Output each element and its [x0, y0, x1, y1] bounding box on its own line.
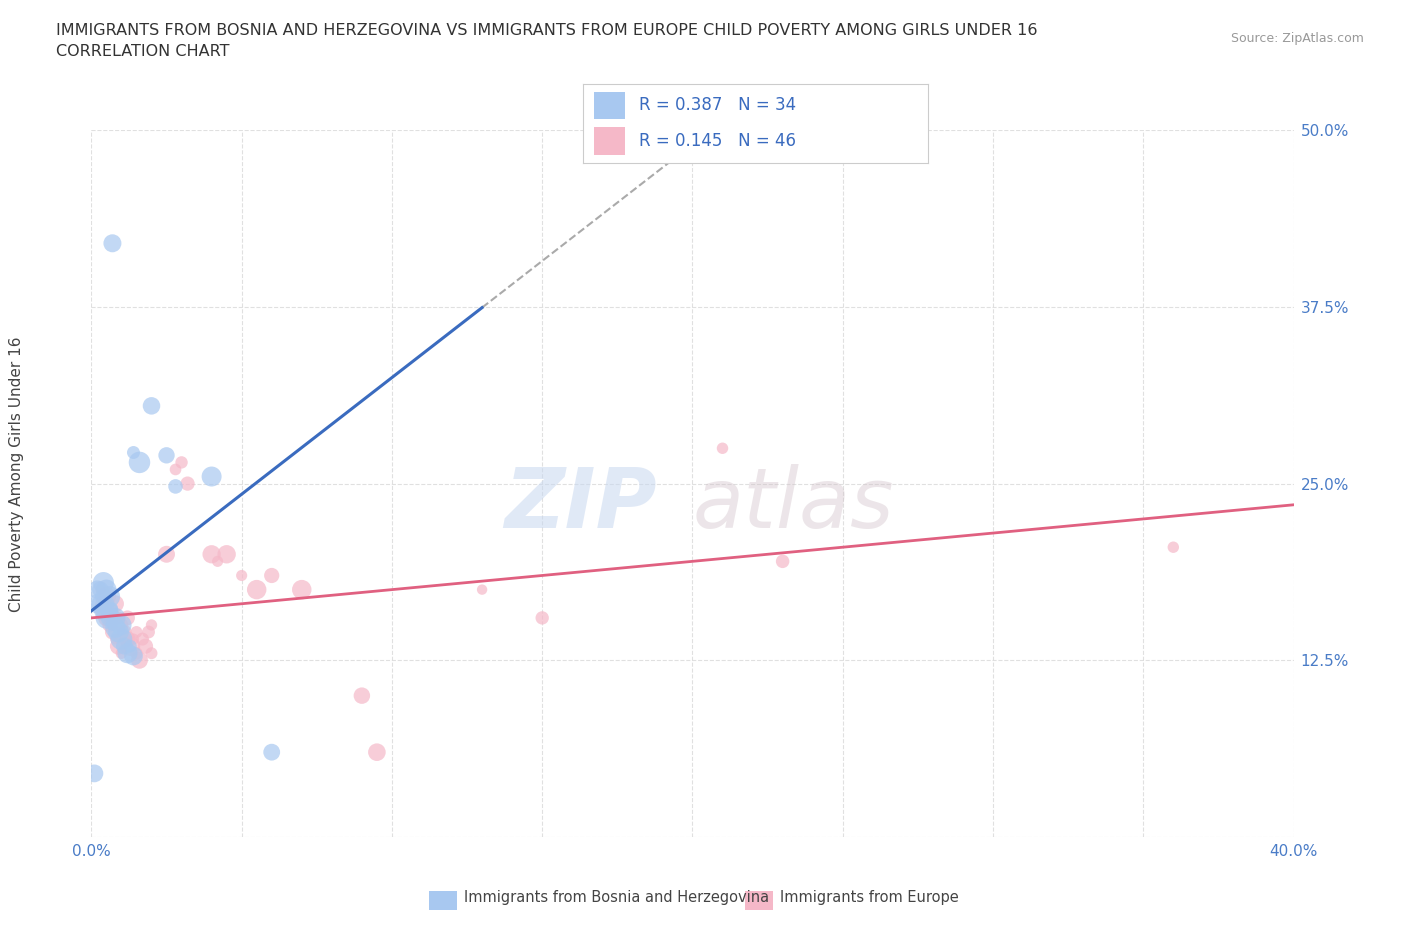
Point	[246, 582, 269, 597]
Point	[291, 582, 314, 597]
Point	[110, 618, 132, 632]
Text: R = 0.387   N = 34: R = 0.387 N = 34	[638, 97, 796, 114]
Point	[260, 568, 283, 583]
Point	[101, 601, 124, 616]
Point	[165, 479, 187, 494]
Point	[110, 645, 132, 660]
Point	[531, 610, 554, 625]
Text: ZIP: ZIP	[503, 464, 657, 545]
Point	[117, 645, 139, 660]
Text: R = 0.145   N = 46: R = 0.145 N = 46	[638, 132, 796, 150]
Text: Immigrants from Bosnia and Herzegovina: Immigrants from Bosnia and Herzegovina	[464, 890, 769, 905]
Point	[122, 445, 145, 460]
Point	[120, 639, 142, 654]
Point	[93, 575, 115, 590]
Point	[122, 648, 145, 663]
Point	[260, 745, 283, 760]
Bar	[593, 127, 624, 155]
Point	[138, 625, 160, 640]
Point	[96, 590, 118, 604]
Point	[207, 554, 229, 569]
Point	[96, 610, 118, 625]
Text: Immigrants from Europe: Immigrants from Europe	[780, 890, 959, 905]
Point	[98, 604, 121, 618]
Point	[128, 653, 150, 668]
Point	[93, 604, 115, 618]
Point	[114, 639, 136, 654]
Point	[110, 631, 132, 646]
Point	[98, 590, 121, 604]
Point	[96, 596, 118, 611]
Point	[98, 618, 121, 632]
Point	[104, 596, 127, 611]
Point	[104, 610, 127, 625]
Point	[93, 590, 115, 604]
Point	[96, 610, 118, 625]
Point	[101, 606, 124, 621]
Point	[1161, 539, 1184, 554]
Point	[96, 582, 118, 597]
Text: atlas: atlas	[692, 464, 894, 545]
Point	[772, 554, 794, 569]
Point	[350, 688, 373, 703]
Point	[128, 455, 150, 470]
Point	[366, 745, 388, 760]
Point	[110, 618, 132, 632]
Point	[165, 462, 187, 477]
Point	[89, 582, 111, 597]
Point	[114, 625, 136, 640]
Point	[104, 620, 127, 635]
Point	[98, 610, 121, 625]
Point	[89, 582, 111, 597]
Point	[141, 398, 163, 413]
Point	[141, 618, 163, 632]
Point	[98, 604, 121, 618]
Point	[122, 631, 145, 646]
Point	[125, 645, 148, 660]
Point	[107, 610, 129, 625]
Point	[101, 610, 124, 625]
Point	[215, 547, 238, 562]
Point	[141, 645, 163, 660]
Point	[231, 568, 253, 583]
Point	[131, 631, 153, 646]
Point	[107, 639, 129, 654]
Point	[155, 448, 177, 463]
Point	[101, 618, 124, 632]
Point	[89, 596, 111, 611]
Point	[101, 236, 124, 251]
Point	[170, 455, 193, 470]
Point	[104, 631, 127, 646]
Point	[155, 547, 177, 562]
Point	[711, 441, 734, 456]
Point	[117, 610, 139, 625]
Point	[107, 625, 129, 640]
Point	[176, 476, 198, 491]
Text: IMMIGRANTS FROM BOSNIA AND HERZEGOVINA VS IMMIGRANTS FROM EUROPE CHILD POVERTY A: IMMIGRANTS FROM BOSNIA AND HERZEGOVINA V…	[56, 23, 1038, 38]
Point	[201, 469, 224, 484]
Text: Child Poverty Among Girls Under 16: Child Poverty Among Girls Under 16	[10, 337, 24, 612]
Point	[101, 625, 124, 640]
Point	[93, 596, 115, 611]
Point	[134, 639, 156, 654]
Point	[471, 582, 494, 597]
Point	[86, 582, 108, 597]
Text: CORRELATION CHART: CORRELATION CHART	[56, 44, 229, 59]
Point	[117, 631, 139, 646]
Point	[86, 596, 108, 611]
Point	[93, 604, 115, 618]
Text: Source: ZipAtlas.com: Source: ZipAtlas.com	[1230, 32, 1364, 45]
Point	[125, 625, 148, 640]
Point	[83, 766, 105, 781]
Point	[201, 547, 224, 562]
Point	[120, 639, 142, 654]
Bar	[593, 92, 624, 119]
